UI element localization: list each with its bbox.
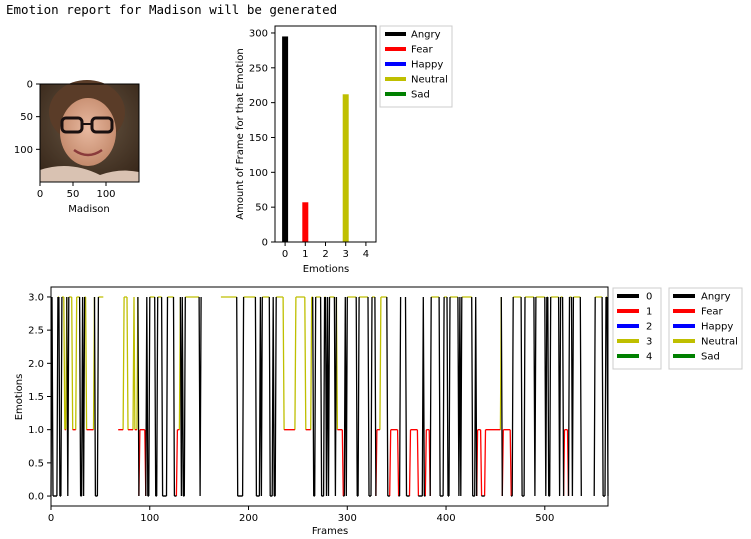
img-xtick-label: 100 [96, 189, 115, 200]
line-legend1-label: 2 [646, 322, 652, 333]
face-shirt [40, 166, 139, 182]
bar-chart-legend: Angry Fear Happy Neutral Sad [379, 25, 453, 108]
img-xtick-label: 0 [37, 189, 43, 200]
bar-ytick-label: 150 [249, 133, 268, 144]
bar-legend-label: Neutral [411, 75, 448, 86]
line-legend2-label: Happy [701, 322, 733, 333]
bar-legend-label: Angry [411, 30, 441, 41]
face-smile [73, 148, 103, 157]
line-legend1-label: 3 [646, 337, 652, 348]
bar-angry [282, 36, 289, 242]
emotion-bar-chart: 0 1 2 3 4 0 50 100 150 200 250 300 Emotions Amount … [235, 25, 453, 275]
bar-chart-frame [274, 25, 377, 243]
line-chart-legend-emotions: Angry Fear Happy Neutral Sad [668, 287, 743, 370]
face-image-frame [39, 83, 140, 183]
line-ytick-label: 2.5 [28, 326, 44, 337]
line-series-3 [57, 296, 607, 430]
line-ytick-label: 0.5 [28, 458, 44, 469]
line-chart-xlabel: Frames [312, 526, 348, 537]
bar-ytick-label: 0 [262, 238, 268, 249]
bar-chart-xlabel: Emotions [303, 264, 350, 275]
line-xtick-label: 300 [338, 513, 357, 524]
img-xtick-label: 50 [67, 189, 80, 200]
line-chart-frame [50, 286, 609, 507]
bar-fear [302, 202, 309, 242]
img-ytick-label: 50 [20, 112, 33, 123]
bar-chart-ylabel: Amount of Frame for that Emotion [235, 48, 246, 219]
line-ytick-label: 2.0 [28, 359, 44, 370]
line-legend1-label: 0 [646, 292, 652, 303]
line-chart-legend-numeric: 0 1 2 3 4 [612, 287, 662, 370]
line-ytick-label: 0.0 [28, 492, 44, 503]
line-legend1-label: 4 [646, 352, 652, 363]
bar-xtick-label: 4 [363, 249, 369, 260]
line-xtick-label: 100 [140, 513, 159, 524]
line-chart-ylabel: Emotions [14, 374, 25, 421]
bar-legend-label: Sad [411, 90, 430, 101]
line-legend2-label: Neutral [701, 337, 738, 348]
bar-xtick-label: 1 [302, 249, 308, 260]
img-ytick-label: 0 [27, 80, 33, 91]
face-image-chart: 0 50 100 0 50 100 Madison [14, 80, 140, 215]
line-xtick-label: 400 [436, 513, 455, 524]
bar-ytick-label: 50 [255, 203, 268, 214]
bar-legend-label: Fear [411, 45, 433, 56]
line-xtick-label: 0 [48, 513, 54, 524]
line-series-1 [64, 429, 570, 497]
report-title: Emotion report for Madison will be gener… [6, 2, 338, 17]
bar-ytick-label: 200 [249, 98, 268, 109]
line-ytick-label: 1.0 [28, 425, 44, 436]
bar-ytick-label: 300 [249, 28, 268, 39]
line-xtick-label: 500 [535, 513, 554, 524]
bar-neutral [342, 94, 349, 242]
line-ytick-label: 1.5 [28, 392, 44, 403]
img-ytick-label: 100 [14, 145, 33, 156]
line-legend2-label: Angry [701, 292, 731, 303]
emotion-timeline-chart: 0 100 200 300 400 500 0.0 0.5 1.0 1.5 2.0 2.5 3.0 Fr… [14, 286, 743, 537]
line-legend2-label: Sad [701, 352, 720, 363]
bar-ytick-label: 100 [249, 168, 268, 179]
bar-ytick-label: 250 [249, 63, 268, 74]
bar-xtick-label: 3 [343, 249, 349, 260]
line-legend2-label: Fear [701, 307, 723, 318]
line-xtick-label: 200 [239, 513, 258, 524]
line-ytick-label: 3.0 [28, 292, 44, 303]
bar-legend-label: Happy [411, 60, 443, 71]
face-skin [60, 98, 116, 166]
bar-xtick-label: 2 [322, 249, 328, 260]
bar-xtick-label: 0 [282, 249, 288, 260]
face-image-xlabel: Madison [68, 204, 110, 215]
line-legend1-label: 1 [646, 307, 652, 318]
